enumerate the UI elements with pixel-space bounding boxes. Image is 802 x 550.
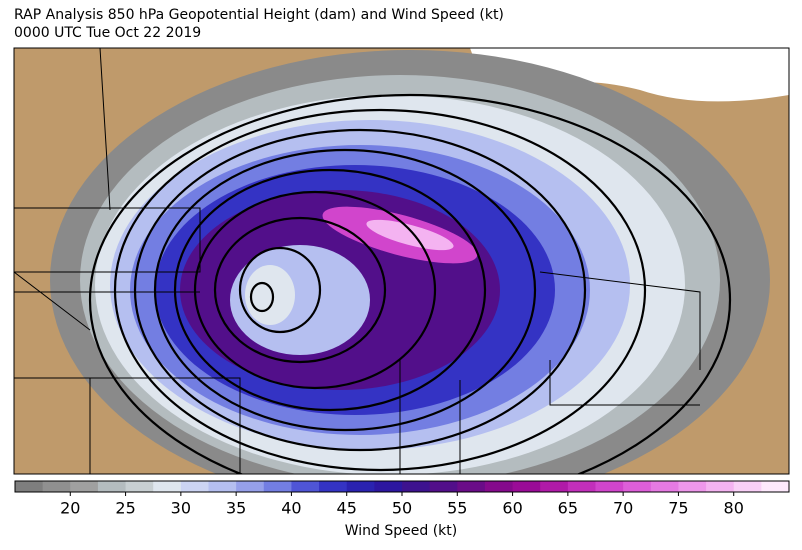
subtitle: 0000 UTC Tue Oct 22 2019: [14, 25, 201, 41]
colorbar-tick-label: 60: [502, 499, 522, 518]
colorbar-segment: [208, 481, 237, 492]
colorbar-segment: [484, 481, 514, 492]
colorbar-segment: [567, 481, 596, 492]
colorbar-segment: [15, 481, 44, 492]
colorbar-tick-label: 55: [447, 499, 467, 518]
colorbar-tick-label: 65: [558, 499, 578, 518]
colorbar-tick-label: 80: [724, 499, 744, 518]
colorbar-segment: [97, 481, 127, 492]
colorbar-segment: [402, 481, 431, 492]
colorbar-segment: [236, 481, 265, 492]
colorbar-segment: [678, 481, 707, 492]
colorbar-segment: [429, 481, 458, 492]
wind-jet: [366, 219, 454, 251]
map-frame: [13, 47, 790, 475]
height-contours: [88, 93, 732, 474]
colorbar-segment: [263, 481, 292, 492]
colorbar-tick-label: 45: [337, 499, 357, 518]
colorbar-label: Wind Speed (kt): [345, 523, 458, 539]
colorbar-segment: [706, 481, 735, 492]
colorbar-segment: [125, 481, 154, 492]
colorbar-segment: [733, 481, 762, 492]
colorbar-segment: [623, 481, 652, 492]
colorbar-segment: [70, 481, 99, 492]
colorbar-tick-label: 75: [668, 499, 688, 518]
colorbar-segment: [512, 481, 541, 492]
colorbar-segment: [153, 481, 182, 492]
colorbar-segment: [540, 481, 569, 492]
colorbar-tick-label: 70: [613, 499, 633, 518]
wind-field: [245, 265, 295, 325]
colorbar-tick-label: 20: [60, 499, 80, 518]
colorbar-tick-label: 40: [281, 499, 301, 518]
colorbar-segment: [457, 481, 486, 492]
colorbar-segment: [346, 481, 375, 492]
colorbar-segment: [761, 481, 790, 492]
colorbar-segment: [291, 481, 320, 492]
colorbar-segment: [180, 481, 209, 492]
colorbar-tick-label: 30: [171, 499, 191, 518]
colorbar-segment: [42, 481, 71, 492]
sea: [470, 48, 789, 102]
colorbar-segment: [650, 481, 679, 492]
colorbar-tick-label: 35: [226, 499, 246, 518]
colorbar-segment: [374, 481, 403, 492]
colorbar-tick-label: 50: [392, 499, 412, 518]
map: [14, 48, 789, 474]
boundaries: [14, 48, 701, 474]
colorbar: 20 25 30 35 40 45 50 55 60 65 70 75 80: [14, 480, 790, 518]
colorbar-segment: [595, 481, 624, 492]
title: RAP Analysis 850 hPa Geopotential Height…: [14, 7, 504, 23]
colorbar-segment: [319, 481, 348, 492]
colorbar-tick-label: 25: [115, 499, 135, 518]
